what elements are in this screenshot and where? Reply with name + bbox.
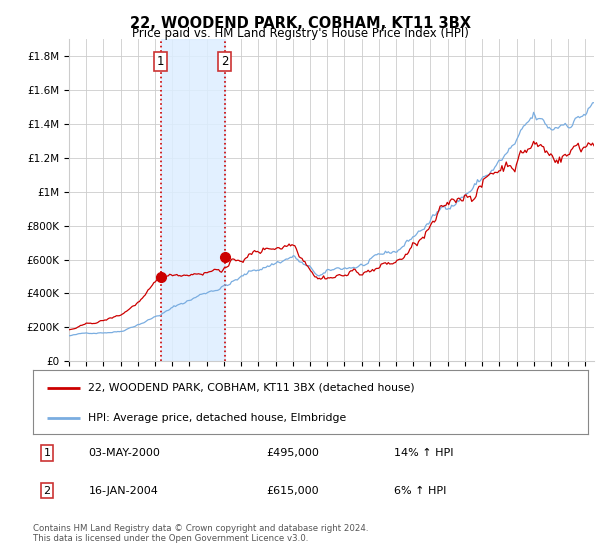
- Text: 16-JAN-2004: 16-JAN-2004: [89, 486, 158, 496]
- Text: 03-MAY-2000: 03-MAY-2000: [89, 448, 160, 458]
- Text: 1: 1: [157, 55, 164, 68]
- Text: 1: 1: [43, 448, 50, 458]
- Text: Contains HM Land Registry data © Crown copyright and database right 2024.
This d: Contains HM Land Registry data © Crown c…: [33, 524, 368, 543]
- Text: 2: 2: [221, 55, 229, 68]
- Bar: [161, 39, 224, 361]
- Text: 2: 2: [43, 486, 50, 496]
- Text: Price paid vs. HM Land Registry's House Price Index (HPI): Price paid vs. HM Land Registry's House …: [131, 27, 469, 40]
- Text: 14% ↑ HPI: 14% ↑ HPI: [394, 448, 453, 458]
- Text: £615,000: £615,000: [266, 486, 319, 496]
- Text: HPI: Average price, detached house, Elmbridge: HPI: Average price, detached house, Elmb…: [89, 413, 347, 423]
- Text: £495,000: £495,000: [266, 448, 319, 458]
- Text: 6% ↑ HPI: 6% ↑ HPI: [394, 486, 446, 496]
- Text: 22, WOODEND PARK, COBHAM, KT11 3BX: 22, WOODEND PARK, COBHAM, KT11 3BX: [130, 16, 470, 31]
- Text: 22, WOODEND PARK, COBHAM, KT11 3BX (detached house): 22, WOODEND PARK, COBHAM, KT11 3BX (deta…: [89, 382, 415, 393]
